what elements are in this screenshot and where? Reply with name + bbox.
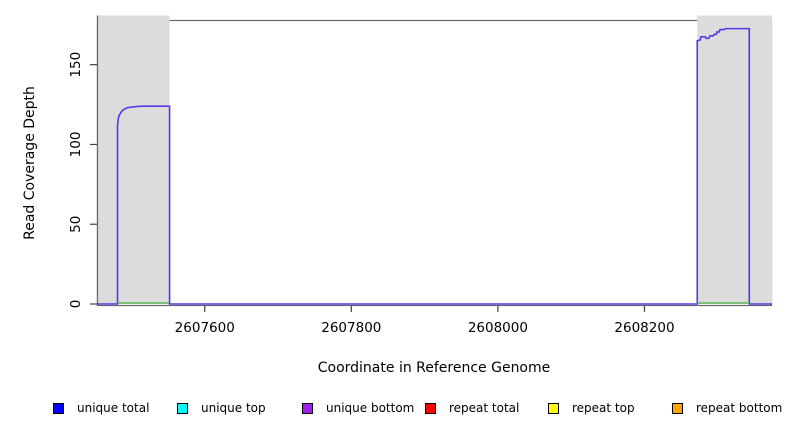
legend-swatch	[177, 402, 188, 414]
legend-item: repeat bottom	[672, 399, 782, 417]
legend-item: repeat total	[425, 399, 519, 417]
legend-label: unique total	[77, 401, 150, 415]
y-tick-label: 100	[68, 132, 84, 158]
y-tick-label: 0	[68, 300, 84, 309]
legend-label: unique top	[201, 401, 266, 415]
y-tick-label: 50	[68, 216, 84, 233]
plot-border	[96, 19, 773, 307]
legend-swatch	[53, 402, 64, 414]
plot-area: 2607600 2607800 2608000 2608200 0 50 100 150	[68, 15, 773, 336]
legend-swatch	[548, 402, 559, 414]
x-tick-label: 2608200	[614, 320, 674, 336]
x-tick-label: 2608000	[468, 320, 528, 336]
masked-region	[97, 15, 170, 304]
legend: unique total unique top unique bottom repea…	[0, 399, 792, 421]
legend-label: repeat total	[449, 401, 520, 415]
legend-item: unique bottom	[302, 399, 414, 417]
legend-item: unique top	[177, 399, 266, 417]
legend-item: unique total	[53, 399, 149, 417]
legend-item: repeat top	[548, 399, 635, 417]
x-tick-label: 2607800	[321, 320, 381, 336]
y-tick-label: 150	[68, 52, 84, 78]
legend-swatch	[425, 402, 436, 414]
coverage-line	[97, 27, 772, 305]
masked-region	[697, 15, 772, 304]
legend-label: repeat bottom	[696, 401, 783, 415]
legend-swatch	[302, 402, 313, 414]
legend-label: repeat top	[572, 401, 635, 415]
x-axis-title: Coordinate in Reference Genome	[317, 360, 551, 376]
legend-label: unique bottom	[326, 401, 415, 415]
y-axis-title: Read Coverage Depth	[22, 86, 38, 240]
legend-swatch	[672, 402, 683, 414]
x-tick-label: 2607600	[175, 320, 235, 336]
